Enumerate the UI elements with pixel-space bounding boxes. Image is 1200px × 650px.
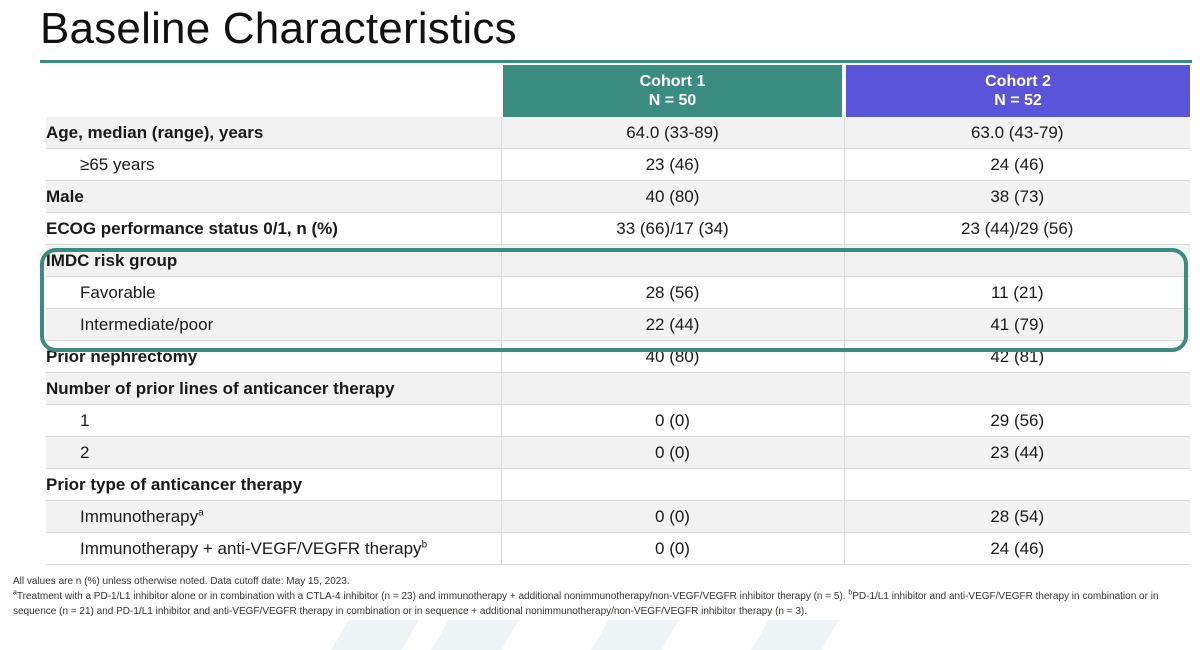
table-row: Prior type of anticancer therapy bbox=[46, 468, 1190, 501]
table-row: 1 0 (0) 29 (56) bbox=[46, 404, 1190, 437]
row-label-cell: Immunotherapya bbox=[46, 500, 502, 533]
baseline-characteristics-table: Cohort 1 N = 50 Cohort 2 N = 52 Age, med… bbox=[46, 65, 1190, 565]
header-blank-cell bbox=[46, 65, 503, 117]
row-label: Intermediate/poor bbox=[46, 308, 502, 341]
footnote-a-marker: a bbox=[13, 589, 17, 597]
cohort1-value: 23 (46) bbox=[501, 148, 845, 181]
cohort2-name: Cohort 2 bbox=[985, 73, 1051, 90]
cohort2-value bbox=[844, 244, 1190, 277]
cohort2-value: 23 (44) bbox=[844, 436, 1190, 469]
row-label: Immunotherapy bbox=[80, 506, 199, 526]
cohort2-value bbox=[844, 468, 1190, 501]
table-row: Prior nephrectomy 40 (80) 42 (81) bbox=[46, 340, 1190, 373]
row-label: Male bbox=[46, 180, 502, 213]
row-label: Age, median (range), years bbox=[46, 117, 502, 149]
cohort1-value bbox=[501, 468, 845, 501]
footnote-marker: b bbox=[421, 538, 428, 550]
watermark-shape bbox=[431, 620, 519, 650]
cohort1-value: 22 (44) bbox=[501, 308, 845, 341]
table-row: Immunotherapya 0 (0) 28 (54) bbox=[46, 500, 1190, 533]
cohort2-n: N = 52 bbox=[994, 92, 1042, 109]
table-row: Age, median (range), years 64.0 (33-89) … bbox=[46, 117, 1190, 149]
cohort2-value: 38 (73) bbox=[844, 180, 1190, 213]
row-label: Immunotherapy + anti-VEGF/VEGFR therapy bbox=[80, 538, 422, 558]
table-row: ≥65 years 23 (46) 24 (46) bbox=[46, 148, 1190, 181]
row-label: ECOG performance status 0/1, n (%) bbox=[46, 212, 502, 245]
cohort1-n: N = 50 bbox=[648, 92, 697, 109]
cohort1-value: 0 (0) bbox=[501, 436, 845, 469]
cohort2-value: 24 (46) bbox=[844, 148, 1190, 181]
cohort2-value: 23 (44)/29 (56) bbox=[844, 212, 1190, 245]
cohort2-value: 42 (81) bbox=[844, 340, 1190, 373]
row-label: 2 bbox=[46, 436, 502, 469]
table-row: Intermediate/poor 22 (44) 41 (79) bbox=[46, 308, 1190, 341]
row-label: Prior nephrectomy bbox=[46, 340, 502, 373]
row-label: ≥65 years bbox=[46, 148, 502, 181]
footnote-general: All values are n (%) unless otherwise no… bbox=[13, 576, 350, 587]
table-row: Male 40 (80) 38 (73) bbox=[46, 180, 1190, 213]
table-row: Immunotherapy + anti-VEGF/VEGFR therapyb… bbox=[46, 532, 1190, 565]
table-header-row: Cohort 1 N = 50 Cohort 2 N = 52 bbox=[46, 65, 1190, 117]
cohort1-header: Cohort 1 N = 50 bbox=[501, 65, 846, 117]
cohort1-value bbox=[501, 372, 845, 405]
row-label: 1 bbox=[46, 404, 502, 437]
cohort2-value: 24 (46) bbox=[844, 532, 1190, 565]
table-row: 2 0 (0) 23 (44) bbox=[46, 436, 1190, 469]
cohort1-value: 0 (0) bbox=[501, 500, 845, 533]
cohort1-value: 0 (0) bbox=[501, 404, 845, 437]
cohort1-name: Cohort 1 bbox=[639, 73, 706, 90]
cohort1-value: 40 (80) bbox=[501, 340, 845, 373]
cohort2-value: 29 (56) bbox=[844, 404, 1190, 437]
footnote-marker: a bbox=[198, 506, 204, 518]
cohort2-value: 63.0 (43-79) bbox=[844, 117, 1190, 149]
cohort2-value: 41 (79) bbox=[844, 308, 1190, 341]
cohort2-value: 11 (21) bbox=[844, 276, 1190, 309]
row-label: Prior type of anticancer therapy bbox=[46, 468, 502, 501]
row-label-cell: Immunotherapy + anti-VEGF/VEGFR therapyb bbox=[46, 532, 502, 565]
title-divider bbox=[40, 60, 1192, 63]
page-title: Baseline Characteristics bbox=[40, 4, 517, 53]
row-label: IMDC risk group bbox=[46, 244, 502, 277]
cohort2-header: Cohort 2 N = 52 bbox=[844, 65, 1190, 117]
table-row: IMDC risk group bbox=[46, 244, 1190, 277]
cohort1-value: 28 (56) bbox=[501, 276, 845, 309]
watermark-shape bbox=[331, 620, 419, 650]
footnote-b-marker: b bbox=[848, 589, 853, 597]
cohort1-value bbox=[501, 244, 845, 277]
cohort2-value: 28 (54) bbox=[844, 500, 1190, 533]
footnotes: All values are n (%) unless otherwise no… bbox=[13, 574, 1193, 619]
row-label: Favorable bbox=[46, 276, 502, 309]
cohort1-value: 0 (0) bbox=[501, 532, 845, 565]
cohort1-value: 33 (66)/17 (34) bbox=[501, 212, 845, 245]
footnote-a-text: Treatment with a PD-1/L1 inhibitor alone… bbox=[16, 591, 849, 602]
table-row: Favorable 28 (56) 11 (21) bbox=[46, 276, 1190, 309]
footnote-b-text: PD-1/L1 inhibitor and anti-VEGF/VEGFR th… bbox=[13, 591, 1159, 617]
table-row: ECOG performance status 0/1, n (%) 33 (6… bbox=[46, 212, 1190, 245]
cohort2-value bbox=[844, 372, 1190, 405]
table-row: Number of prior lines of anticancer ther… bbox=[46, 372, 1190, 405]
watermark-shape bbox=[751, 620, 839, 650]
footnote-detail: aTreatment with a PD-1/L1 inhibitor alon… bbox=[13, 589, 1193, 619]
cohort1-value: 64.0 (33-89) bbox=[501, 117, 845, 149]
row-label: Number of prior lines of anticancer ther… bbox=[46, 372, 502, 405]
cohort1-value: 40 (80) bbox=[501, 180, 845, 213]
watermark-shape bbox=[591, 620, 679, 650]
